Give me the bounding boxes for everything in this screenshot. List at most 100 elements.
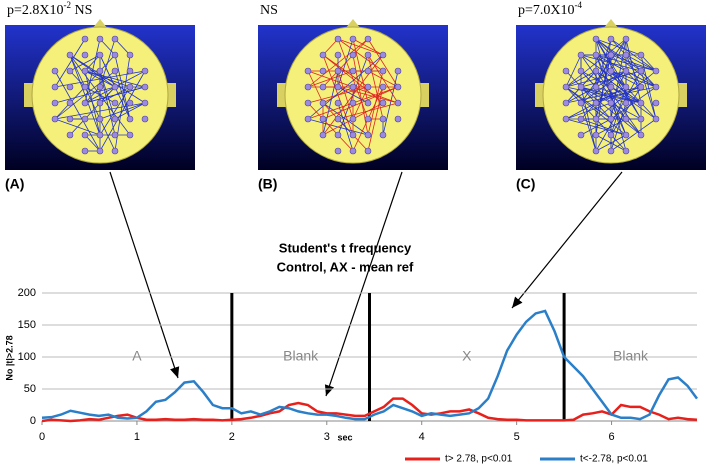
ear <box>535 83 545 107</box>
electrode <box>96 83 104 91</box>
electrode <box>334 83 342 91</box>
ear <box>677 83 687 107</box>
connection <box>352 38 369 104</box>
chart-subtitle: Control, AX - mean ref <box>277 259 414 274</box>
connection <box>99 86 131 136</box>
electrode <box>379 51 387 59</box>
electrode <box>364 131 372 139</box>
connection <box>640 54 657 120</box>
series-line <box>41 397 698 423</box>
connection <box>337 38 369 120</box>
electrode <box>66 51 74 59</box>
electrode <box>81 67 89 75</box>
electrode <box>637 51 645 59</box>
connection <box>69 70 86 88</box>
electrode <box>319 83 327 91</box>
electrode <box>349 35 357 43</box>
electrode <box>96 131 104 139</box>
region-label: Blank <box>283 348 319 364</box>
electrode <box>111 131 119 139</box>
connection <box>640 70 657 120</box>
connection <box>307 102 354 152</box>
electrode <box>379 99 387 107</box>
electrode <box>96 35 104 43</box>
electrode <box>349 131 357 139</box>
connection <box>307 86 369 104</box>
region-label: X <box>462 348 472 364</box>
electrode <box>592 67 600 75</box>
connection <box>625 38 642 104</box>
electrode <box>126 115 134 123</box>
electrode <box>111 115 119 123</box>
connection <box>69 54 101 72</box>
electrode <box>592 131 600 139</box>
electrode <box>592 51 600 59</box>
electrode <box>379 83 387 91</box>
electrode <box>607 51 615 59</box>
electrode <box>334 115 342 123</box>
electrode <box>652 115 660 123</box>
electrode <box>96 99 104 107</box>
electrode <box>334 131 342 139</box>
electrode <box>334 35 342 43</box>
electrode <box>592 147 600 155</box>
electrode <box>652 99 660 107</box>
connection <box>640 54 657 72</box>
electrode <box>81 99 89 107</box>
connection <box>99 70 116 136</box>
electrode <box>349 67 357 75</box>
connection <box>580 102 597 152</box>
electrode <box>319 99 327 107</box>
electrode <box>81 131 89 139</box>
panel-label: (A) <box>5 176 24 192</box>
electrode <box>364 35 372 43</box>
chart-title: Student's t frequency <box>279 240 412 255</box>
head-maps: p=2.8X10-2 NS (A) NS (B) p=7.0X10-4 (C) <box>5 0 706 192</box>
electrode <box>319 51 327 59</box>
electrode <box>394 83 402 91</box>
connection <box>337 70 354 120</box>
electrode <box>364 147 372 155</box>
x-axis-label: sec <box>337 432 352 442</box>
connection <box>99 102 146 120</box>
connection <box>610 38 657 72</box>
electrode <box>349 99 357 107</box>
electrode <box>141 99 149 107</box>
electrode <box>111 35 119 43</box>
electrode <box>66 99 74 107</box>
nose <box>345 19 361 29</box>
electrode <box>622 67 630 75</box>
y-tick-label: 200 <box>18 287 36 299</box>
p-text: p=2.8X10 <box>7 3 64 18</box>
panel-label: (C) <box>516 176 535 192</box>
connection <box>610 38 657 88</box>
p-sup: -2 <box>64 0 72 10</box>
electrode <box>96 115 104 123</box>
electrode <box>622 131 630 139</box>
electrode <box>394 115 402 123</box>
connection <box>84 86 101 104</box>
x-tick-label: 4 <box>419 431 425 443</box>
electrode <box>364 115 372 123</box>
electrode <box>394 67 402 75</box>
connection <box>367 86 384 152</box>
electrode <box>111 51 119 59</box>
electrode <box>622 99 630 107</box>
electrode <box>319 67 327 75</box>
connection <box>337 118 354 136</box>
connection <box>367 38 399 88</box>
connection <box>322 54 369 88</box>
legend-label: t<-2.78, p<0.01 <box>580 454 648 465</box>
electrode <box>562 115 570 123</box>
electrode <box>364 99 372 107</box>
connection <box>84 70 131 88</box>
electrode <box>304 99 312 107</box>
panel-label: (B) <box>258 176 277 192</box>
connection <box>337 86 399 104</box>
electrode <box>607 99 615 107</box>
region-label: Blank <box>613 348 649 364</box>
electrode <box>141 115 149 123</box>
connection <box>84 54 101 72</box>
electrode <box>379 131 387 139</box>
electrode <box>349 147 357 155</box>
